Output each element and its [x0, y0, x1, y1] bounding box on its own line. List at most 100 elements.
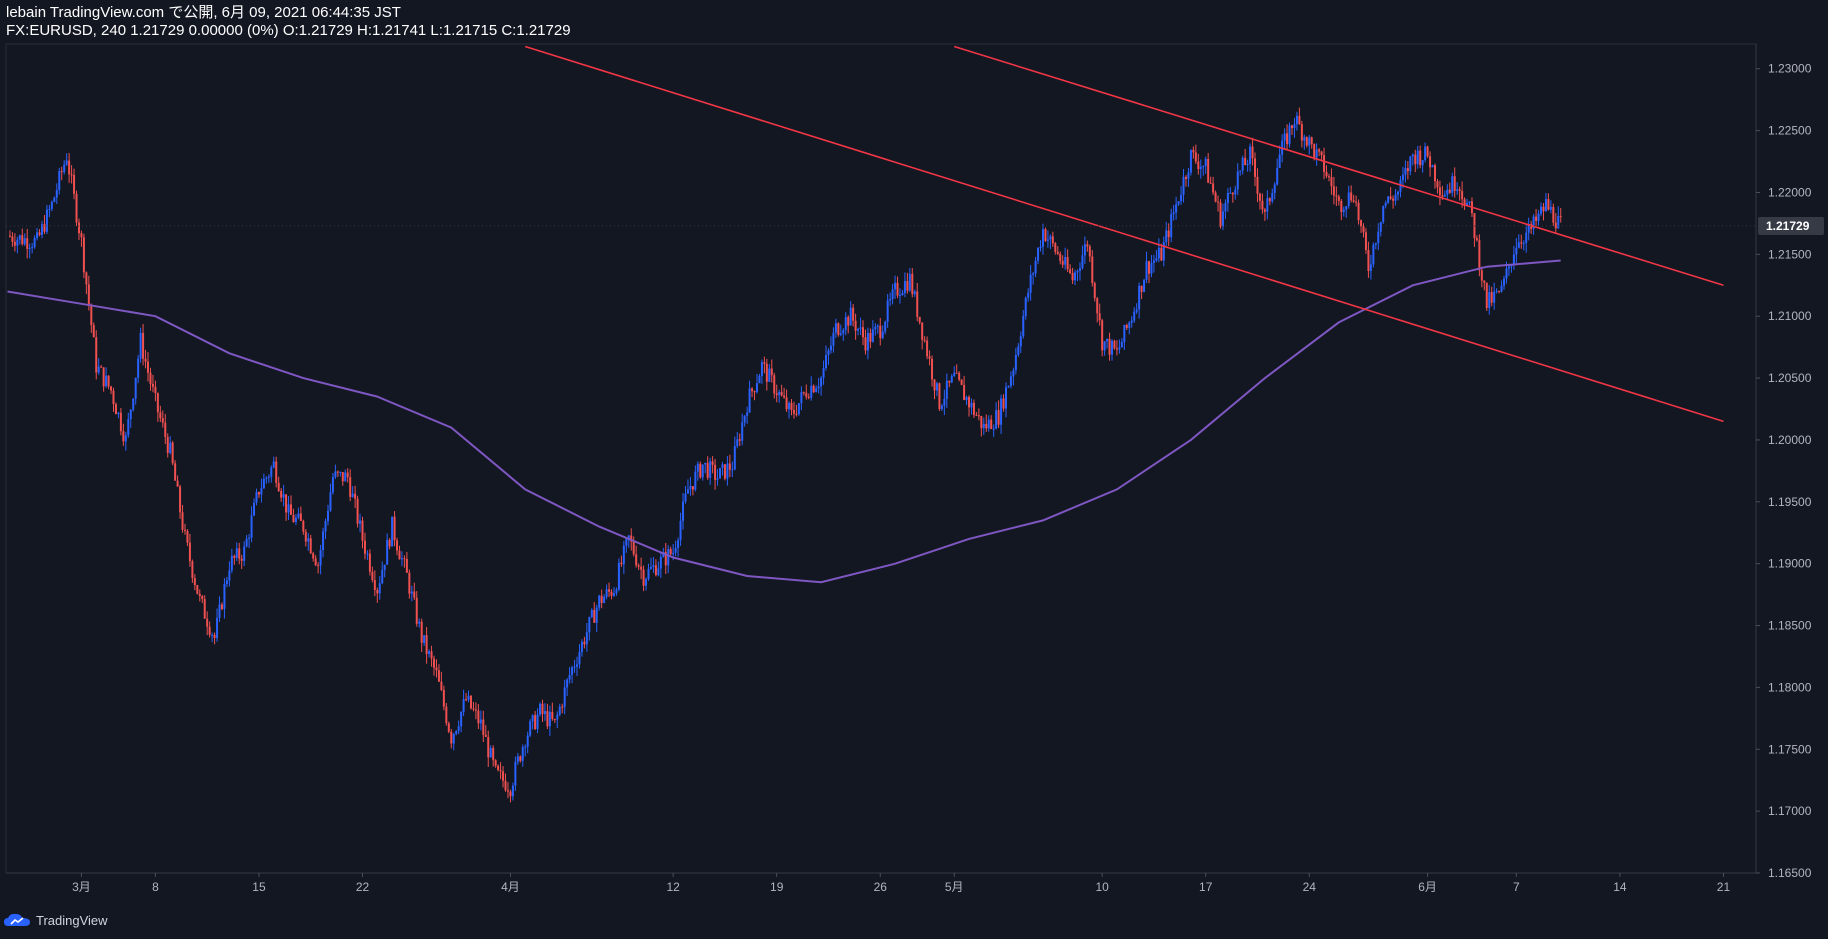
candle-body: [68, 160, 71, 175]
candle-body: [1382, 205, 1385, 223]
candle: [245, 535, 248, 548]
candle: [497, 764, 500, 772]
candle: [645, 577, 648, 591]
candle: [802, 391, 805, 396]
candle: [854, 313, 857, 340]
candle-body: [605, 589, 608, 597]
candle-body: [1017, 346, 1020, 355]
candle: [1261, 193, 1264, 214]
candle-body: [1453, 176, 1456, 191]
candle: [164, 413, 167, 445]
candle: [1525, 224, 1528, 253]
candle-body: [972, 402, 975, 415]
candle-body: [87, 284, 90, 305]
x-tick-label: 17: [1199, 880, 1213, 894]
candle-body: [714, 464, 717, 480]
candle-body: [55, 190, 58, 198]
candle-body: [1424, 146, 1427, 160]
candle-body: [452, 733, 455, 744]
candle-body: [1372, 244, 1375, 265]
candle-body: [820, 377, 823, 387]
candle: [950, 374, 953, 384]
candle: [913, 289, 916, 297]
candle-body: [1512, 254, 1515, 265]
candle: [945, 373, 948, 409]
candle-body: [573, 666, 576, 668]
candle: [1488, 285, 1491, 315]
candle-body: [23, 238, 26, 245]
candle-body: [992, 428, 995, 430]
candle-body: [1118, 347, 1121, 350]
candle: [1266, 190, 1269, 220]
candle-body: [980, 415, 983, 429]
y-tick-label: 1.21000: [1768, 309, 1812, 323]
candle-body: [312, 553, 315, 559]
candle: [701, 464, 704, 481]
candle: [1140, 285, 1143, 300]
candle: [1399, 176, 1402, 198]
candle-body: [1138, 285, 1141, 310]
candle: [625, 537, 628, 553]
candle-body: [701, 464, 704, 478]
candle: [1436, 179, 1439, 194]
candle: [709, 457, 712, 485]
candle-body: [583, 641, 586, 645]
tradingview-footer[interactable]: TradingView: [4, 910, 108, 930]
candle-body: [482, 719, 485, 735]
candle: [1517, 234, 1520, 249]
candle-body: [1037, 247, 1040, 261]
candle: [751, 387, 754, 398]
candle-body: [1340, 200, 1343, 212]
candle: [682, 493, 685, 530]
candle: [1530, 220, 1533, 234]
candle-body: [324, 521, 327, 532]
candle: [28, 243, 31, 259]
y-tick-label: 1.23000: [1768, 62, 1812, 76]
candle-body: [669, 549, 672, 555]
candle: [906, 272, 909, 294]
candle-body: [1367, 249, 1370, 271]
candle-body: [926, 340, 929, 357]
candle: [191, 559, 194, 583]
candle-body: [186, 530, 189, 543]
candle: [600, 589, 603, 609]
candle: [1081, 245, 1084, 270]
candle-body: [1133, 311, 1136, 321]
candle: [1152, 254, 1155, 273]
candle-body: [711, 461, 714, 465]
candle-body: [1448, 189, 1451, 193]
candle-body: [1207, 158, 1210, 183]
candle-body: [161, 418, 164, 423]
candle: [1258, 192, 1261, 210]
candle: [561, 703, 564, 714]
candle: [1278, 145, 1281, 168]
candle: [844, 312, 847, 336]
candle: [410, 585, 413, 602]
candle-body: [894, 282, 897, 290]
candle-body: [445, 706, 448, 724]
candle: [285, 494, 288, 521]
candle: [467, 690, 470, 703]
candle-body: [790, 402, 793, 410]
candle: [368, 549, 371, 576]
candle: [1429, 151, 1432, 177]
candle: [1246, 159, 1249, 172]
x-tick-label: 5月: [945, 880, 964, 894]
candle: [1180, 186, 1183, 205]
candle: [1054, 242, 1057, 255]
candle-body: [1419, 150, 1422, 166]
candle-body: [326, 510, 329, 522]
candle-body: [1194, 152, 1197, 162]
candle: [1170, 208, 1173, 243]
candle: [378, 576, 381, 600]
candle-body: [1522, 243, 1525, 245]
candle-body: [299, 513, 302, 521]
candle: [196, 584, 199, 595]
candle: [1078, 262, 1081, 281]
candle: [1051, 231, 1054, 247]
candle-body: [889, 298, 892, 301]
candle: [1229, 186, 1232, 194]
x-tick-label: 10: [1095, 880, 1109, 894]
candle: [1515, 238, 1518, 264]
